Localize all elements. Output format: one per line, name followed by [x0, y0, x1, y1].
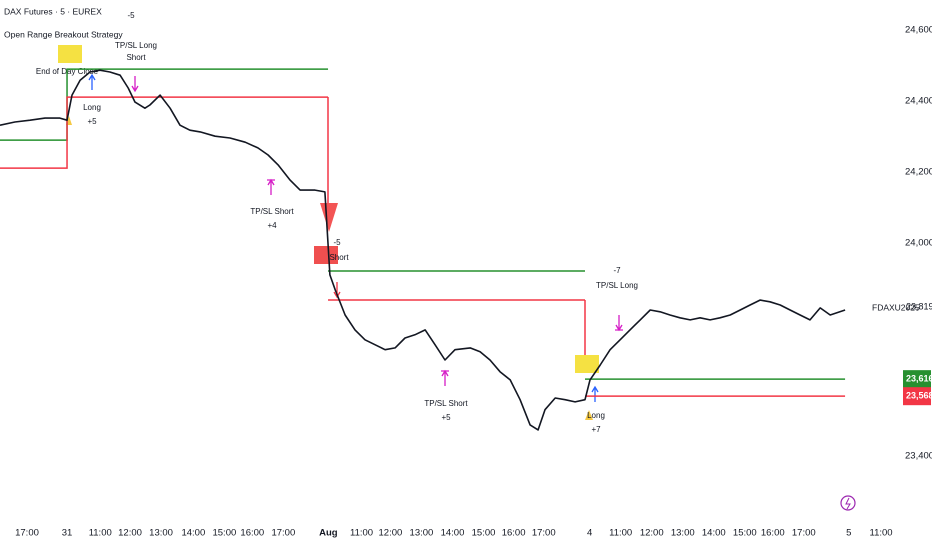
annotation: -7 — [613, 266, 621, 275]
annotation: +5 — [87, 117, 97, 126]
annotation: Short — [329, 253, 349, 262]
x-tick-label: 11:00 — [870, 528, 893, 539]
x-tick-label: 14:00 — [441, 528, 465, 539]
annotation: +4 — [267, 221, 277, 230]
price-tag-label: 23,819 — [906, 302, 932, 312]
x-tick-label: 17:00 — [271, 528, 295, 539]
x-tick-label: 12:00 — [118, 528, 142, 539]
annotation: Long — [587, 411, 605, 420]
x-tick-label: 13:00 — [410, 528, 434, 539]
x-tick-label: 14:00 — [702, 528, 726, 539]
x-tick-label: 13:00 — [671, 528, 695, 539]
exit-arrow — [267, 178, 275, 195]
x-tick-label: 11:00 — [89, 528, 112, 539]
x-tick-label: 11:00 — [350, 528, 373, 539]
x-tick-label: 17:00 — [792, 528, 816, 539]
symbol-label: FDAXU2025 — [872, 302, 920, 312]
y-tick-label: 24,200 — [905, 167, 932, 178]
x-tick-label: 11:00 — [609, 528, 632, 539]
annotation: TP/SL Short — [250, 207, 294, 216]
signal-arrow — [320, 203, 338, 232]
x-tick-label: 31 — [62, 528, 73, 539]
annotation: TP/SL Short — [424, 399, 468, 408]
x-tick-label: 16:00 — [761, 528, 785, 539]
x-tick-label: 17:00 — [15, 528, 39, 539]
price-tag — [903, 370, 931, 389]
x-tick-label: 15:00 — [472, 528, 496, 539]
price-tag-label: 23,616 — [906, 374, 932, 384]
exit-arrow — [131, 76, 139, 93]
y-tick-label: 23,400 — [905, 450, 932, 461]
annotation: Short — [126, 53, 146, 62]
annotation: +7 — [591, 425, 601, 434]
annotation: +5 — [441, 413, 451, 422]
event-icon — [840, 495, 856, 511]
chart-subtitle: Open Range Breakout Strategy — [4, 29, 123, 39]
x-tick-label: Aug — [319, 528, 338, 539]
y-tick-label: 24,000 — [905, 237, 932, 248]
price-tag-label: 23,568 — [906, 391, 932, 401]
x-tick-label: 16:00 — [240, 528, 264, 539]
annotation: TP/SL Long — [115, 41, 157, 50]
x-tick-label: 17:00 — [532, 528, 556, 539]
short-box — [314, 246, 338, 264]
range-line — [0, 68, 329, 141]
exit-arrow — [615, 315, 623, 332]
chart-title: DAX Futures · 5 · EUREX — [4, 6, 102, 16]
annotation: TP/SL Long — [596, 281, 638, 290]
x-tick-label: 15:00 — [212, 528, 236, 539]
x-tick-label: 15:00 — [733, 528, 757, 539]
entry-marker — [585, 410, 593, 420]
exit-arrow — [441, 369, 449, 386]
event-icon-bolt — [845, 497, 851, 510]
price-tag — [903, 387, 931, 406]
x-tick-label: 13:00 — [149, 528, 173, 539]
y-tick-label: 24,400 — [905, 96, 932, 107]
long-box — [575, 355, 599, 373]
y-tick-label: 24,600 — [905, 25, 932, 36]
x-tick-label: 12:00 — [640, 528, 664, 539]
x-tick-label: 12:00 — [379, 528, 403, 539]
price-line — [0, 69, 846, 431]
annotation: -5 — [127, 11, 135, 20]
annotation: -5 — [333, 238, 341, 247]
x-tick-label: 4 — [587, 528, 592, 539]
x-tick-label: 14:00 — [181, 528, 205, 539]
long-arrow — [88, 73, 96, 90]
range-line — [0, 96, 329, 169]
long-box — [58, 45, 82, 63]
annotation: Long — [83, 103, 101, 112]
x-tick-label: 16:00 — [502, 528, 526, 539]
long-arrow — [591, 385, 599, 402]
x-tick-label: 5 — [846, 528, 851, 539]
